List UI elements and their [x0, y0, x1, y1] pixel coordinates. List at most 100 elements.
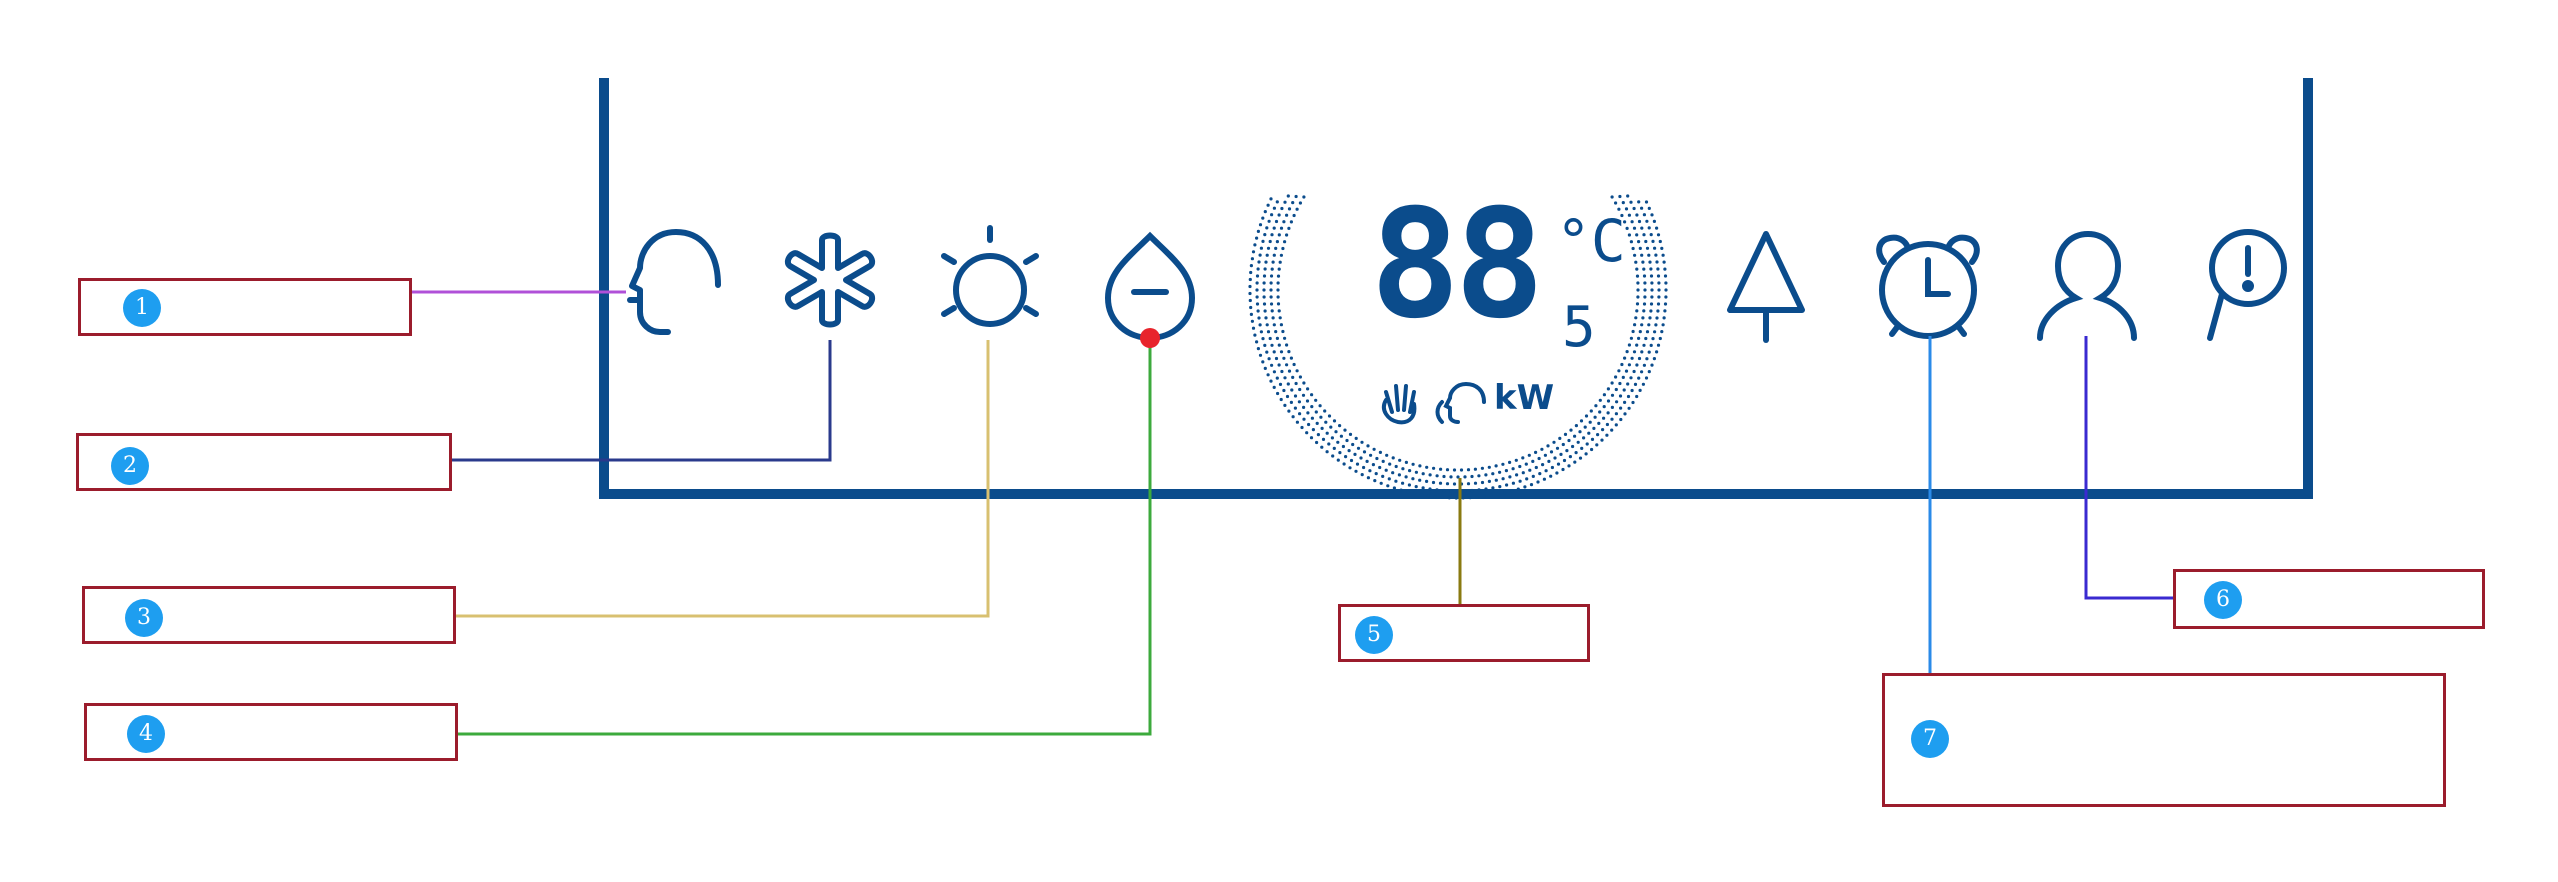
ring-dot — [1637, 200, 1641, 204]
ring-dot — [1278, 260, 1282, 264]
ring-dot — [1286, 382, 1290, 386]
ring-dot — [1289, 400, 1293, 404]
ring-dot — [1617, 369, 1621, 373]
ring-dot — [1470, 474, 1474, 479]
ring-dot — [1466, 482, 1471, 486]
ring-dot — [1626, 194, 1630, 198]
ring-dot — [1614, 387, 1618, 392]
ring-dot — [1664, 288, 1668, 292]
ring-dot — [1282, 356, 1286, 360]
ring-dot — [1657, 288, 1661, 292]
ring-dot — [1311, 428, 1315, 432]
ring-dot — [1452, 482, 1457, 486]
ring-dot — [1398, 458, 1402, 462]
ring-dot — [1251, 326, 1256, 330]
callout-badge-6: 6 — [2204, 581, 2242, 619]
ring-dot — [1647, 370, 1651, 374]
ring-dot — [1561, 467, 1565, 472]
panel-frame — [599, 78, 2313, 499]
ring-dot — [1649, 274, 1654, 278]
ring-dot — [1277, 363, 1281, 367]
ring-dot — [1282, 388, 1286, 393]
ring-dot — [1661, 253, 1665, 257]
ring-dot — [1501, 477, 1505, 481]
temperature-decimal-digit: 5 — [1562, 295, 1596, 360]
ring-dot — [1505, 483, 1509, 487]
ring-dot — [1637, 219, 1642, 224]
ring-dot — [1640, 350, 1644, 354]
ring-dot — [1338, 424, 1342, 428]
ring-dot — [1342, 462, 1346, 466]
ring-dot — [1386, 484, 1390, 488]
ring-dot — [1276, 391, 1280, 396]
ring-dot — [1270, 267, 1274, 271]
ring-dot — [1310, 393, 1314, 397]
ring-dot — [1463, 489, 1467, 493]
ring-dot — [1527, 453, 1531, 457]
ring-dot — [1656, 309, 1660, 313]
ring-dot — [1381, 459, 1385, 463]
ring-dot — [1624, 369, 1629, 373]
ring-dot — [1610, 393, 1615, 397]
ring-dot — [1634, 316, 1638, 320]
ring-dot — [1295, 207, 1299, 211]
ring-dot — [1626, 394, 1631, 399]
ring-dot — [1563, 432, 1568, 436]
ring-dot — [1302, 195, 1306, 199]
ring-dot — [1625, 350, 1629, 354]
ring-dot — [1615, 400, 1619, 404]
ring-dot — [1662, 260, 1666, 264]
ring-dot — [1249, 312, 1253, 316]
ring-dot — [1300, 425, 1304, 430]
ring-dot — [1598, 410, 1602, 414]
ring-dot — [1321, 437, 1326, 441]
ring-dot — [1267, 357, 1271, 361]
ring-dot — [1255, 274, 1260, 278]
ring-dot — [1310, 416, 1314, 420]
ring-dot — [1642, 363, 1646, 367]
ring-dot — [1652, 357, 1656, 361]
ring-dot — [1525, 477, 1529, 481]
ring-dot — [1373, 479, 1377, 483]
ring-dot — [1589, 409, 1593, 413]
ring-dot — [1264, 316, 1268, 320]
ring-dot — [1394, 479, 1398, 483]
ring-dot — [1271, 260, 1275, 264]
ring-dot — [1511, 481, 1515, 485]
ring-dot — [1248, 284, 1252, 289]
ring-dot — [1336, 458, 1340, 462]
ring-dot — [1258, 223, 1263, 227]
ring-dot — [1635, 274, 1640, 278]
ring-dot — [1510, 489, 1514, 493]
callout-box-6: 6 — [2173, 569, 2485, 629]
ring-dot — [1406, 490, 1410, 494]
ring-dot — [1435, 488, 1439, 492]
ring-dot — [1619, 406, 1623, 410]
ring-dot — [1633, 323, 1637, 327]
ring-dot — [1627, 343, 1631, 347]
ring-dot — [1347, 449, 1351, 453]
ring-dot — [1276, 295, 1280, 299]
ring-dot — [1642, 267, 1646, 271]
ring-dot — [1610, 405, 1614, 409]
ring-dot — [1637, 376, 1641, 380]
ring-dot — [1544, 469, 1548, 473]
ring-dot — [1261, 360, 1265, 364]
ring-dot — [1660, 330, 1664, 334]
ring-dot — [1401, 467, 1405, 471]
ring-dot — [1537, 456, 1541, 461]
ring-dot — [1431, 480, 1436, 485]
ring-dot — [1622, 388, 1626, 392]
ring-dot — [1261, 216, 1265, 220]
ring-dot — [1301, 393, 1306, 397]
ring-dot — [1623, 400, 1627, 404]
ring-dot — [1521, 456, 1525, 460]
ring-dot — [1655, 226, 1659, 230]
ring-dot — [1411, 462, 1415, 466]
ring-dot — [1635, 213, 1639, 217]
ring-dot — [1286, 194, 1290, 198]
ring-dot — [1629, 376, 1633, 380]
ring-dot — [1648, 260, 1652, 264]
ring-dot — [1404, 460, 1408, 464]
ring-dot — [1627, 233, 1631, 237]
